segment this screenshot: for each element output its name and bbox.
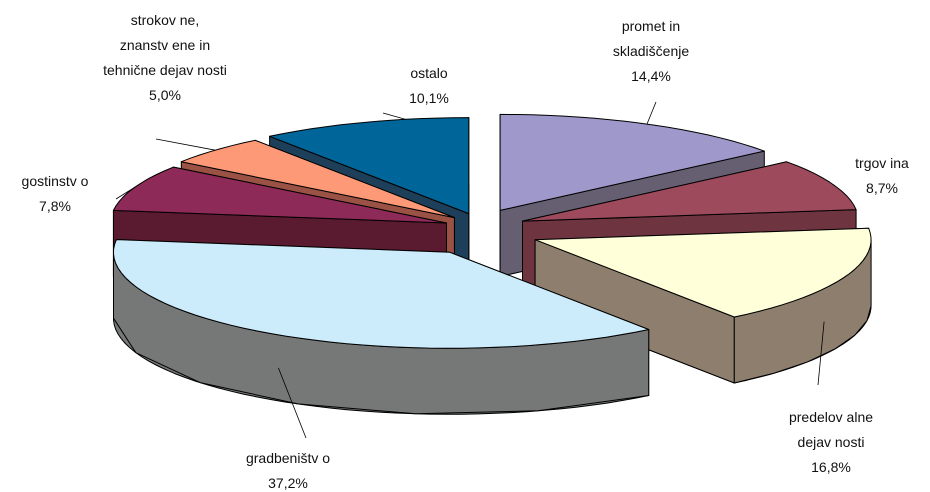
leader-lines [115,101,836,439]
slice-label-line: strokov ne, [131,12,199,28]
slice-top-gradbenistvo [113,239,650,349]
slice-percent: 14,4% [631,68,671,84]
slice-label-line: tehnične dejav nosti [103,62,227,78]
slice-label-line: dejav nosti [798,434,865,450]
slice-percent: 37,2% [268,475,308,491]
leader-line-ostalo [382,112,406,120]
leader-line-strokovne-dejavnosti [155,138,216,151]
slice-label-line: gostinstv o [22,173,89,189]
leader-line-gradbenistvo [278,367,307,439]
slice-label-line: ostalo [410,65,448,81]
label-promet-skladiscenje: promet in skladiščenje 14,4% [613,18,689,84]
label-ostalo: ostalo 10,1% [409,65,449,106]
slice-top-ostalo [269,117,470,215]
slice-top-trgovina [522,161,857,222]
label-strokovne-dejavnosti: strokov ne, znanstv ene in tehnične deja… [103,12,227,103]
leader-line-promet-skladiscenje [646,101,657,125]
slice-label-line: skladiščenje [613,43,689,59]
leader-line-predelovalne-dejavnosti [817,321,825,386]
slice-percent: 8,7% [866,180,898,196]
slice-label-line: trgov ina [855,155,909,171]
slice-label-line: promet in [622,18,680,34]
slice-label-line: gradbeništv o [246,450,330,466]
slice-tops [112,113,872,349]
label-gradbenistvo: gradbeništv o 37,2% [246,450,330,491]
leader-line-trgovina [832,183,836,187]
label-trgovina: trgov ina 8,7% [855,155,909,196]
slice-percent: 16,8% [811,459,851,475]
slice-label-line: znanstv ene in [120,37,210,53]
slice-percent: 10,1% [409,90,449,106]
slice-top-predelovalne-dejavnosti [534,227,872,318]
slice-label-line: predelov alne [789,409,873,425]
leader-line-gostinstvo [115,187,135,200]
label-predelovalne-dejavnosti: predelov alne dejav nosti 16,8% [789,409,873,475]
label-gostinstvo: gostinstv o 7,8% [22,173,89,214]
slice-top-strokovne-dejavnosti [180,139,455,219]
slice-percent: 5,0% [149,87,181,103]
slice-percent: 7,8% [39,198,71,214]
slice-top-promet-skladiscenje [499,113,765,211]
